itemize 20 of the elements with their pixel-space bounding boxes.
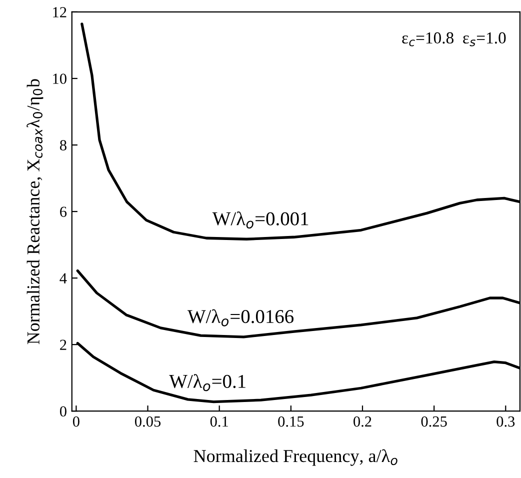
x-tick-label: 0.1 <box>210 416 228 427</box>
x-tick-label: 0.25 <box>421 416 447 427</box>
x-tick-label: 0.15 <box>278 416 304 427</box>
y-tick-label: 0 <box>60 406 66 417</box>
y-tick-label: 4 <box>60 273 67 284</box>
annotation: W/λ$_{o}$=0.0166 <box>187 309 294 326</box>
annotation: W/λ$_{o}$=0.1 <box>169 374 246 392</box>
annotation: W/λ$_{o}$=0.001 <box>212 211 308 229</box>
y-tick-label: 12 <box>53 7 66 18</box>
x-tick-label: 0.05 <box>134 416 161 427</box>
x-tick-label: 0.3 <box>496 416 515 427</box>
y-tick-label: 6 <box>60 206 67 217</box>
x-tick-label: 0 <box>72 416 80 427</box>
y-axis-title: Normalized Reactance, X$_{coax}$λ$_{0}$/η$_{0}$b <box>26 79 44 344</box>
y-tick-label: 8 <box>60 140 66 150</box>
y-tick-label: 10 <box>53 74 66 84</box>
x-tick-label: 0.2 <box>354 416 372 427</box>
y-tick-label: 2 <box>60 340 66 350</box>
annotation: ε$_{c}$=10.8 ε$_{s}$=1.0 <box>402 32 506 46</box>
x-axis-title: Normalized Frequency, a/λ$_{o}$ <box>194 449 398 466</box>
